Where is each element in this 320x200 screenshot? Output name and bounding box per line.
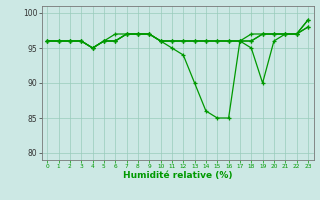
X-axis label: Humidité relative (%): Humidité relative (%) bbox=[123, 171, 232, 180]
